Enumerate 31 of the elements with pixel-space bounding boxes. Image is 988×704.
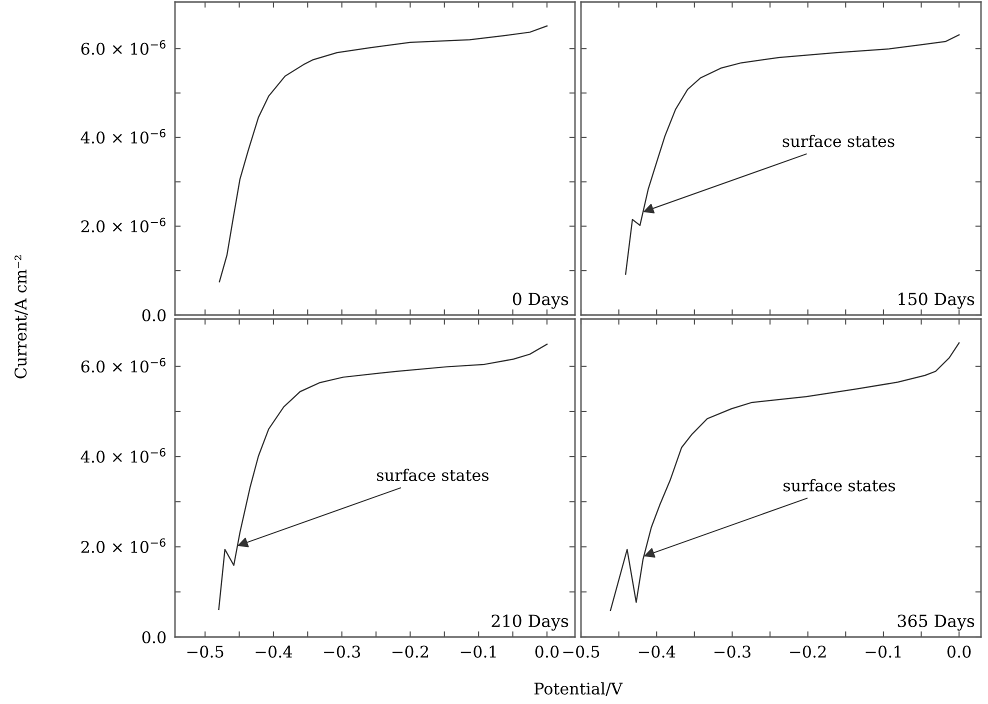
y-tick-label: 4.0 × 10$^{−6}$ (80, 128, 166, 144)
x-tick-label: −0.3 (714, 646, 750, 658)
x-tick-label: −0.2 (790, 646, 826, 658)
x-tick-label: −0.5 (187, 646, 224, 658)
line-series (218, 344, 548, 610)
y-tick-label: 2.0 × 10$^{−6}$ (81, 538, 166, 553)
y-tick-label: 4.0 × 10$^{−6}$ (80, 448, 166, 463)
y-tick-label: 6.0 × 10$^{−6}$ (81, 40, 166, 55)
y-tick-label: 0.0 (142, 309, 166, 322)
x-tick-label: −0.4 (638, 646, 676, 658)
x-tick-label: −0.1 (866, 646, 901, 658)
annotation: 150 Days (898, 292, 974, 309)
y-tick-label: 0.0 (142, 631, 166, 644)
line-series (218, 25, 548, 282)
x-tick-label: −0.4 (256, 646, 292, 658)
x-tick-label: −0.3 (324, 646, 360, 658)
x-axis-title: Potential/V (534, 682, 623, 696)
x-tick-label: 0.0 (535, 646, 559, 658)
annotation: 365 Days (898, 614, 974, 631)
y-tick-label: 2.0 × 10$^{−6}$ (81, 218, 166, 232)
x-tick-label: −0.5 (563, 646, 600, 658)
annotation: surface states (782, 134, 894, 148)
annotation: 210 Days (492, 614, 568, 631)
y-tick-label: 6.0 × 10$^{−6}$ (81, 358, 166, 373)
annotation: 0 Days (512, 292, 568, 309)
annotation: surface states (377, 468, 489, 482)
y-axis-title: Current/A cm⁻² (14, 255, 28, 378)
annotation: surface states (784, 479, 896, 492)
x-tick-label: −0.2 (392, 646, 428, 658)
x-tick-label: 0.0 (947, 646, 971, 658)
x-tick-label: −0.1 (460, 646, 496, 658)
